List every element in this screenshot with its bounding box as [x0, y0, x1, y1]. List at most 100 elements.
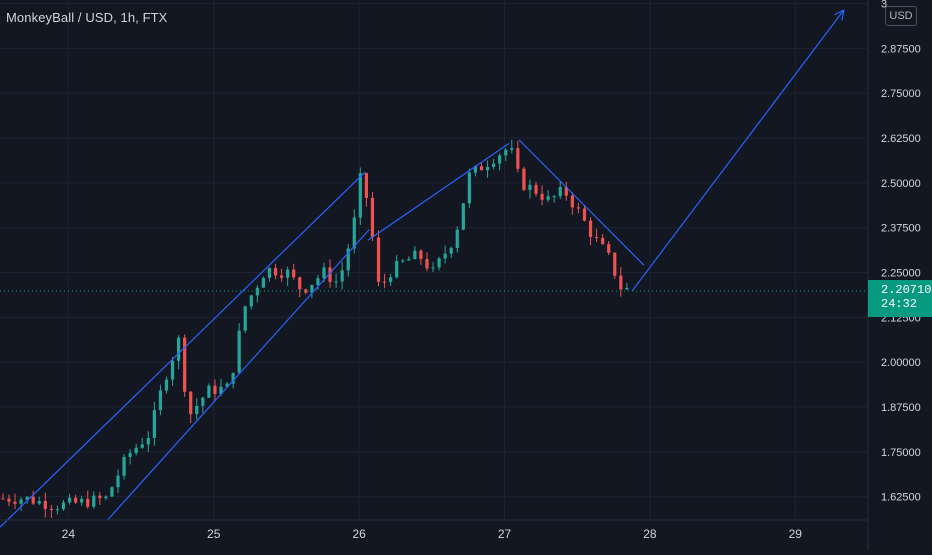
candle[interactable] [570, 192, 574, 215]
candle[interactable] [146, 431, 150, 453]
candle[interactable] [419, 248, 423, 265]
trend-line[interactable] [0, 171, 366, 528]
candle[interactable] [189, 390, 193, 424]
candle[interactable] [122, 453, 126, 480]
candle[interactable] [116, 469, 120, 493]
candle[interactable] [534, 181, 538, 197]
candle[interactable] [467, 168, 471, 209]
candle[interactable] [237, 323, 241, 375]
candle[interactable] [504, 147, 508, 162]
trend-line[interactable] [518, 139, 645, 266]
candle[interactable] [576, 202, 581, 214]
candle[interactable] [588, 217, 593, 246]
candle[interactable] [49, 504, 53, 519]
candle[interactable] [170, 357, 175, 386]
candle[interactable] [74, 494, 78, 504]
candle[interactable] [613, 252, 617, 279]
drawings[interactable] [0, 11, 843, 528]
candle[interactable] [279, 268, 284, 282]
candle[interactable] [461, 203, 465, 231]
candle[interactable] [322, 262, 326, 283]
candle[interactable] [485, 160, 490, 178]
candle[interactable] [67, 493, 72, 505]
candle[interactable] [413, 246, 417, 260]
candle[interactable] [619, 267, 623, 297]
candle[interactable] [607, 240, 611, 255]
candle[interactable] [455, 226, 459, 253]
candle[interactable] [13, 493, 17, 510]
candle[interactable] [498, 153, 502, 171]
candle[interactable] [382, 273, 387, 289]
candle[interactable] [158, 384, 163, 416]
candle[interactable] [431, 262, 435, 272]
candle[interactable] [389, 273, 393, 286]
candle[interactable] [298, 276, 302, 298]
candle[interactable] [140, 437, 144, 449]
trend-line[interactable] [107, 229, 370, 521]
candle[interactable] [273, 263, 278, 280]
candle[interactable] [207, 383, 211, 398]
candle[interactable] [340, 261, 344, 290]
candle[interactable] [376, 230, 381, 287]
candle[interactable] [370, 192, 375, 242]
candle[interactable] [425, 252, 429, 272]
candle[interactable] [255, 285, 259, 303]
candle[interactable] [540, 185, 544, 206]
arrow-drawing[interactable] [631, 11, 843, 291]
candle[interactable] [443, 245, 447, 264]
candle[interactable] [364, 172, 368, 207]
candle[interactable] [564, 181, 568, 201]
candle[interactable] [31, 490, 35, 506]
candle[interactable] [528, 179, 532, 199]
candle[interactable] [80, 495, 84, 506]
candle[interactable] [304, 288, 308, 295]
candle[interactable] [479, 162, 484, 171]
candle[interactable] [92, 491, 96, 509]
candle[interactable] [61, 499, 66, 511]
candle[interactable] [395, 255, 399, 279]
candle[interactable] [183, 334, 187, 397]
candle[interactable] [346, 244, 350, 277]
candle[interactable] [292, 263, 296, 280]
candle[interactable] [558, 181, 562, 200]
candle[interactable] [407, 256, 411, 261]
candle[interactable] [546, 189, 550, 203]
candle[interactable] [249, 294, 253, 310]
candles[interactable] [1, 139, 629, 519]
candle[interactable] [334, 273, 338, 288]
candle[interactable] [261, 276, 266, 288]
candle[interactable] [195, 398, 199, 420]
candle[interactable] [55, 505, 60, 515]
candle[interactable] [310, 284, 314, 299]
currency-badge[interactable]: USD [885, 6, 917, 26]
candle[interactable] [104, 495, 108, 501]
candle[interactable] [7, 494, 11, 507]
candle[interactable] [243, 305, 247, 334]
candle[interactable] [437, 256, 441, 271]
candle[interactable] [19, 497, 23, 511]
candle[interactable] [213, 379, 217, 401]
candle[interactable] [267, 267, 272, 282]
candle[interactable] [164, 376, 169, 394]
candle[interactable] [552, 194, 556, 203]
candle[interactable] [449, 246, 453, 259]
candle[interactable] [98, 492, 102, 505]
candle[interactable] [510, 139, 514, 154]
candle[interactable] [134, 443, 138, 456]
candle[interactable] [625, 283, 629, 290]
candle[interactable] [176, 335, 181, 370]
price-axis[interactable]: 3 2.87500 2.75000 2.62500 2.50000 2.37500 2.25… [881, 0, 921, 504]
candle[interactable] [1, 493, 5, 500]
trend-line[interactable] [367, 142, 510, 241]
candle[interactable] [522, 166, 526, 192]
time-axis[interactable]: 24 25 26 27 28 29 [62, 527, 803, 541]
candle[interactable] [37, 496, 41, 506]
candle[interactable] [110, 486, 114, 497]
candle[interactable] [516, 140, 520, 173]
candle[interactable] [401, 258, 405, 263]
candle[interactable] [201, 396, 205, 414]
candle[interactable] [601, 234, 605, 245]
candle[interactable] [128, 449, 132, 465]
